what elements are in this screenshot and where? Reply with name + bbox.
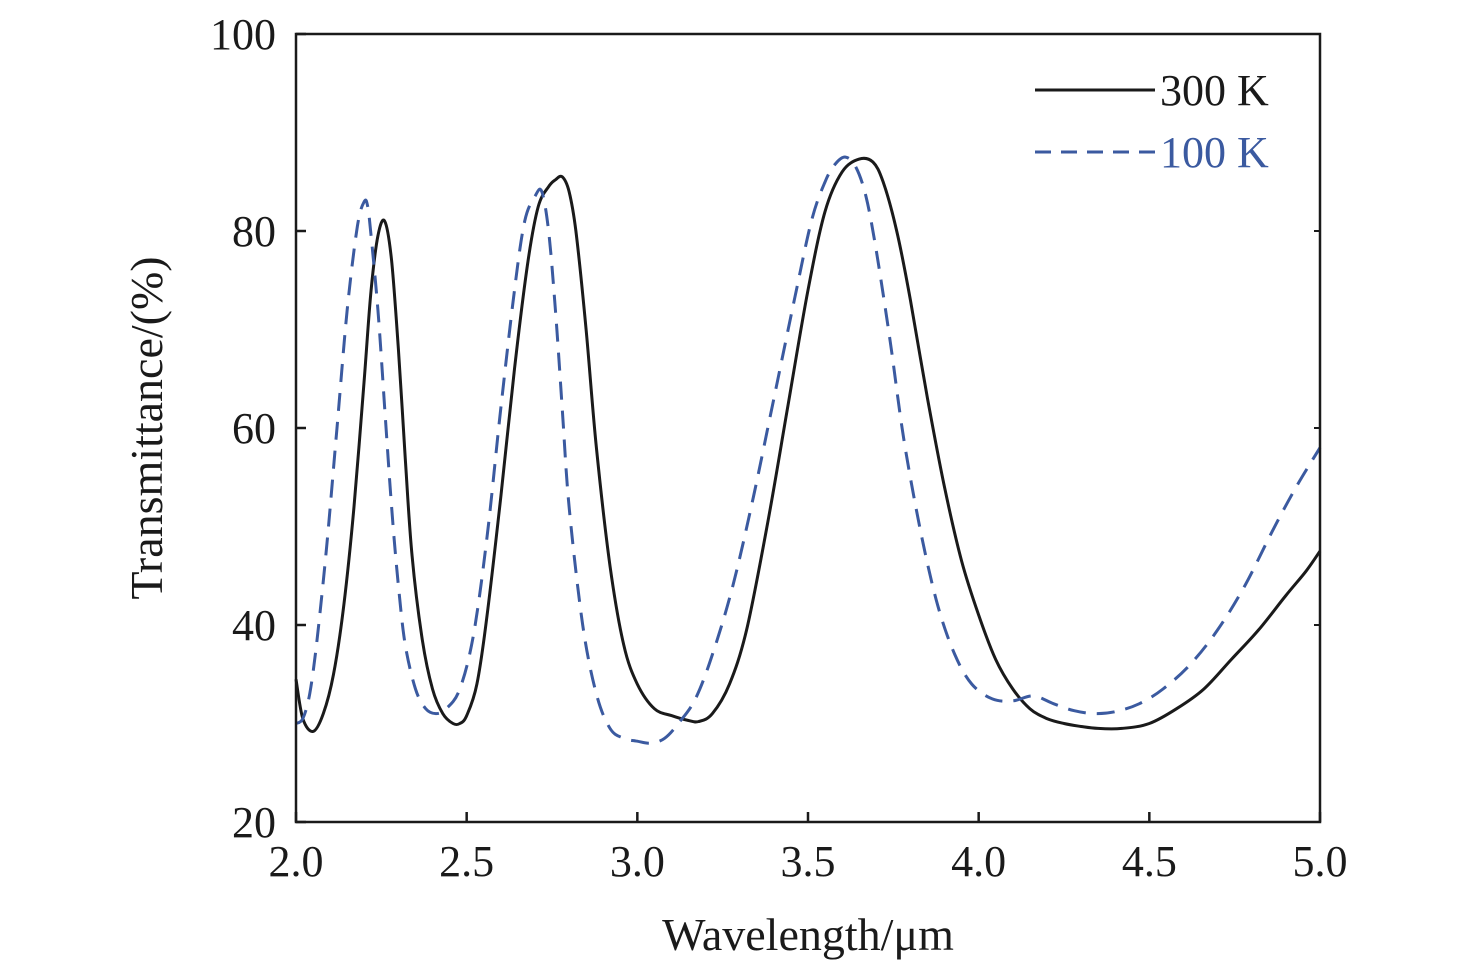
y-tick-label: 100: [210, 10, 276, 59]
series-line-100k: [295, 155, 1322, 745]
y-tick-label: 60: [232, 404, 276, 453]
legend: 300 K 100 K: [1035, 66, 1269, 177]
y-tick-label: 20: [232, 798, 276, 847]
y-tick-label: 80: [232, 207, 276, 256]
x-tick-label: 3.0: [610, 837, 665, 886]
x-axis-ticks: 2.0 2.5 3.0 3.5 4.0 4.5 5.0: [269, 812, 1348, 886]
series-line-300k: [294, 156, 1322, 733]
x-tick-label: 3.5: [781, 837, 836, 886]
legend-label-300k: 300 K: [1160, 66, 1269, 115]
x-tick-label: 4.5: [1122, 837, 1177, 886]
x-tick-label: 2.0: [269, 837, 324, 886]
y-tick-label: 40: [232, 601, 276, 650]
y-axis-ticks: 20 40 60 80 100: [210, 10, 1320, 847]
x-tick-label: 5.0: [1293, 837, 1348, 886]
y-axis-title: Transmittance/(%): [121, 256, 172, 599]
x-tick-label: 2.5: [439, 837, 494, 886]
x-tick-label: 4.0: [951, 837, 1006, 886]
legend-label-100k: 100 K: [1160, 128, 1269, 177]
x-axis-title: Wavelength/μm: [662, 909, 954, 960]
plot-lines: [294, 155, 1322, 745]
